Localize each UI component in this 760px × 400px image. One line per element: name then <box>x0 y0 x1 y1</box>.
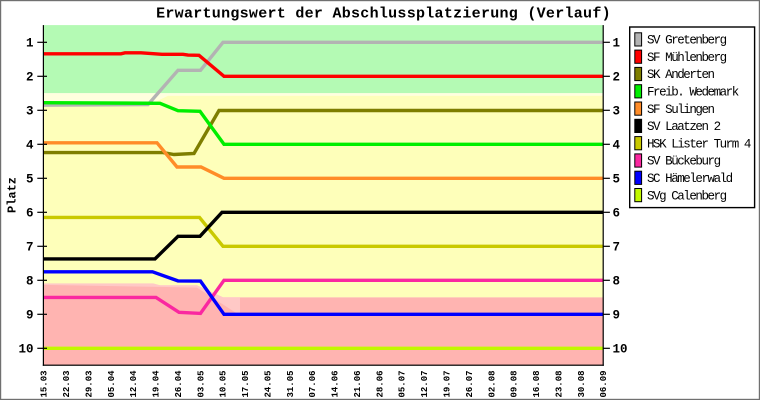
svg-text:9: 9 <box>26 309 34 323</box>
svg-text:26.04: 26.04 <box>174 370 184 398</box>
svg-text:21.06: 21.06 <box>353 370 363 397</box>
svg-text:10.05: 10.05 <box>219 370 229 397</box>
svg-text:05.04: 05.04 <box>107 370 117 398</box>
svg-text:24.05: 24.05 <box>263 370 273 397</box>
svg-text:12.04: 12.04 <box>129 370 139 398</box>
svg-text:31.05: 31.05 <box>286 370 296 397</box>
svg-text:SV Gretenberg: SV Gretenberg <box>647 34 727 48</box>
svg-text:SC Hämelerwald: SC Hämelerwald <box>647 172 733 186</box>
svg-text:03.05: 03.05 <box>196 370 206 397</box>
svg-text:3: 3 <box>26 105 34 119</box>
svg-text:5: 5 <box>26 173 34 187</box>
svg-text:02.08: 02.08 <box>487 370 497 397</box>
svg-text:06.09: 06.09 <box>599 370 609 397</box>
svg-text:30.08: 30.08 <box>577 370 587 397</box>
svg-text:SV Bückeburg: SV Bückeburg <box>647 155 721 169</box>
svg-text:19.07: 19.07 <box>443 370 453 397</box>
svg-text:HSK Lister Turm 4: HSK Lister Turm 4 <box>647 137 751 151</box>
svg-text:Freib. Wedemark: Freib. Wedemark <box>647 86 739 100</box>
svg-text:6: 6 <box>26 207 34 221</box>
svg-text:14.06: 14.06 <box>331 370 341 397</box>
svg-text:19.04: 19.04 <box>152 370 162 398</box>
svg-text:15.03: 15.03 <box>40 370 50 397</box>
svg-text:SF Mühlenberg: SF Mühlenberg <box>647 51 727 65</box>
svg-text:SVg Calenberg: SVg Calenberg <box>647 189 727 203</box>
svg-text:2: 2 <box>26 71 34 85</box>
svg-text:26.07: 26.07 <box>465 370 475 397</box>
svg-text:5: 5 <box>613 173 621 187</box>
svg-text:29.03: 29.03 <box>84 370 94 397</box>
svg-text:3: 3 <box>613 105 621 119</box>
svg-text:10: 10 <box>18 343 33 357</box>
svg-text:2: 2 <box>613 71 621 85</box>
svg-text:Platz: Platz <box>6 177 20 213</box>
svg-text:09.08: 09.08 <box>510 370 520 397</box>
svg-text:7: 7 <box>26 241 34 255</box>
svg-text:16.08: 16.08 <box>532 370 542 397</box>
svg-text:1: 1 <box>613 37 621 51</box>
svg-text:SK Anderten: SK Anderten <box>647 68 715 82</box>
svg-text:17.05: 17.05 <box>241 370 251 397</box>
svg-text:6: 6 <box>613 207 621 221</box>
svg-text:SF Sulingen: SF Sulingen <box>647 103 715 117</box>
svg-text:12.07: 12.07 <box>420 370 430 397</box>
svg-text:8: 8 <box>26 275 34 289</box>
svg-text:Erwartungswert der Abschlusspl: Erwartungswert der Abschlussplatzierung … <box>156 6 611 23</box>
svg-text:23.08: 23.08 <box>554 370 564 397</box>
svg-text:8: 8 <box>613 275 621 289</box>
svg-text:4: 4 <box>613 139 621 153</box>
svg-text:22.03: 22.03 <box>62 370 72 397</box>
svg-text:4: 4 <box>26 139 34 153</box>
svg-text:05.07: 05.07 <box>398 370 408 397</box>
svg-text:10: 10 <box>613 343 628 357</box>
svg-text:SV Laatzen 2: SV Laatzen 2 <box>647 120 721 134</box>
svg-text:1: 1 <box>26 37 34 51</box>
svg-text:7: 7 <box>613 241 621 255</box>
svg-text:9: 9 <box>613 309 621 323</box>
svg-text:28.06: 28.06 <box>375 370 385 397</box>
svg-text:07.06: 07.06 <box>308 370 318 397</box>
